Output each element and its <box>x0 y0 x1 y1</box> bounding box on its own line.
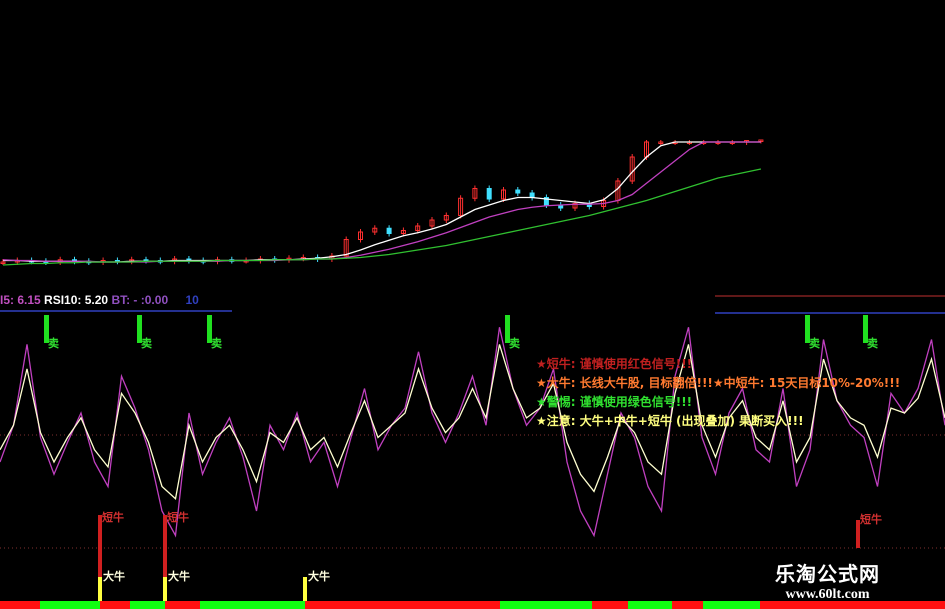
bt-value: BT: - :0.00 <box>111 293 169 307</box>
short-bull-label: 短牛 <box>860 513 882 526</box>
rsi10-line <box>0 344 945 501</box>
trend-segment <box>703 601 760 609</box>
sell-signal-bar <box>805 315 810 343</box>
candle <box>400 230 406 234</box>
short-bull-signal-bar <box>163 515 167 595</box>
candle <box>343 239 349 257</box>
candle <box>572 203 578 209</box>
short-bull-label: 短牛 <box>102 511 124 524</box>
candle <box>529 192 535 198</box>
note-attention: ★注意: 大牛+中牛+短牛 (出现叠加) 果断买入!!! <box>536 414 804 428</box>
sell-signal-bar <box>44 315 49 343</box>
short-bull-label: 短牛 <box>167 511 189 524</box>
trend-segment <box>760 601 945 609</box>
note-big-bull: ★大牛: 长线大牛股, 目标翻倍!!!★中短牛: 15天目标10%-20%!!! <box>536 376 901 390</box>
big-bull-signal-bar <box>303 577 307 605</box>
trend-segment <box>305 601 500 609</box>
sell-signal-label: 卖 <box>809 337 820 350</box>
watermark-name: 乐淘公式网 <box>775 562 880 586</box>
candle <box>543 197 549 206</box>
candle <box>415 225 421 231</box>
sell-signal-label: 卖 <box>141 337 152 350</box>
candle <box>658 141 664 144</box>
big-bull-label: 大牛 <box>103 570 125 583</box>
sell-signal-label: 卖 <box>211 337 222 350</box>
rsi-panel <box>0 327 945 538</box>
trend-segment <box>130 601 165 609</box>
extra-value: 10 <box>185 293 199 307</box>
candle <box>386 227 392 234</box>
big-bull-signal-bar <box>163 577 167 605</box>
signal-marks <box>44 315 868 605</box>
trend-segment <box>100 601 130 609</box>
sell-signal-bar <box>505 315 510 343</box>
candle <box>358 231 363 240</box>
candle <box>429 219 435 227</box>
sell-signal-label: 卖 <box>867 337 878 350</box>
big-bull-label: 大牛 <box>308 570 330 583</box>
trend-segment <box>672 601 703 609</box>
sell-signal-label: 卖 <box>509 337 520 350</box>
watermark-url: www.60lt.com <box>785 587 870 602</box>
candle <box>0 261 6 264</box>
sell-signal-label: 卖 <box>48 337 59 350</box>
candle <box>501 189 506 200</box>
moving-average-line <box>2 168 762 266</box>
candle <box>515 189 521 194</box>
sell-signal-bar <box>137 315 142 343</box>
note-short-bull: ★短牛: 谨慎使用红色信号!!! <box>536 357 693 371</box>
candle <box>486 188 492 200</box>
indicator-legend: I5: 6.15 RSI10: 5.20 BT: - :0.00 10 <box>0 293 199 307</box>
moving-average-line <box>2 141 761 263</box>
candle <box>443 215 449 221</box>
short-bull-signal-bar <box>98 515 102 595</box>
short-bull-signal-bar <box>856 520 860 548</box>
sell-signal-bar <box>863 315 868 343</box>
watermark: 乐淘公式网 www.60lt.com <box>775 558 880 603</box>
candle <box>458 197 464 216</box>
trend-segment <box>628 601 672 609</box>
signal-notes: ★短牛: 谨慎使用红色信号!!! ★大牛: 长线大牛股, 目标翻倍!!!★中短牛… <box>536 355 900 431</box>
trend-segment <box>200 601 305 609</box>
trend-segment <box>165 601 200 609</box>
trend-segment <box>0 601 40 609</box>
note-warning: ★警惕: 谨慎使用绿色信号!!! <box>536 395 693 409</box>
trend-bar <box>0 601 945 609</box>
rsi5-value: I5: 6.15 <box>0 293 41 307</box>
rsi10-value: RSI10: 5.20 <box>44 293 109 307</box>
big-bull-label: 大牛 <box>168 570 190 583</box>
big-bull-signal-bar <box>98 577 102 605</box>
candle <box>372 227 378 233</box>
trend-segment <box>40 601 100 609</box>
candle <box>472 188 478 199</box>
sell-signal-bar <box>207 315 212 343</box>
moving-average-line <box>3 141 761 263</box>
trend-segment <box>500 601 592 609</box>
price-panel <box>0 139 764 266</box>
trend-segment <box>592 601 628 609</box>
